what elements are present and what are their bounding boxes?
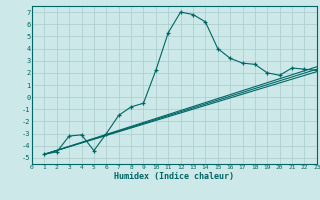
- X-axis label: Humidex (Indice chaleur): Humidex (Indice chaleur): [115, 172, 234, 181]
